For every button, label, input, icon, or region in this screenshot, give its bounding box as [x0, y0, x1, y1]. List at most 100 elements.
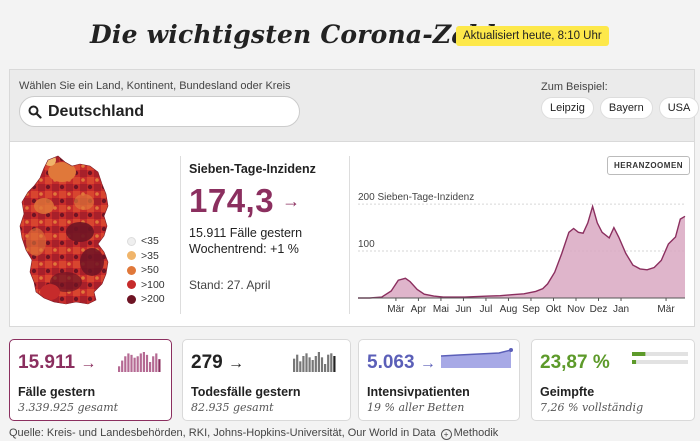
- chip-usa[interactable]: USA: [658, 97, 700, 119]
- method-link[interactable]: Methodik: [453, 427, 499, 439]
- legend-item: >100: [127, 278, 165, 293]
- x-tick-label: Jun: [455, 304, 471, 315]
- plus-icon[interactable]: +: [440, 429, 452, 440]
- series-area: [358, 206, 685, 298]
- legend-dot: [127, 236, 136, 246]
- sparkline-bar: [149, 362, 152, 372]
- x-tick-label: Jan: [613, 304, 629, 315]
- card-deaths[interactable]: 279 → Todesfälle gestern 82.935 gesamt: [182, 339, 351, 421]
- y-tick-label: 100: [358, 239, 375, 250]
- trend-arrow-icon: →: [282, 190, 301, 211]
- legend-item: >200: [127, 292, 165, 307]
- main-panel: <35 >35 >50 >100 >200 Sieben-Tage-Inzide…: [9, 141, 695, 327]
- progress-fill: [632, 352, 646, 356]
- updated-badge: Aktualisiert heute, 8:10 Uhr: [456, 26, 609, 46]
- sparkline-bar: [302, 356, 305, 372]
- card-value: 279 →: [191, 352, 244, 373]
- incidence-chart[interactable]: 100 200 Sieben-Tage-Inzidenz Mär Apr Mai Jun J…: [350, 180, 690, 320]
- card-sub: 82.935 gesamt: [191, 401, 274, 414]
- chip-leipzig[interactable]: Leipzig: [541, 97, 594, 119]
- arrow-right-icon: →: [80, 355, 97, 372]
- sparkline-bar: [317, 352, 320, 372]
- sparkline-bar: [327, 354, 330, 372]
- card-icu[interactable]: 5.063 → Intensivpatienten 19 % aller Bet…: [358, 339, 520, 421]
- search-label: Wählen Sie ein Land, Kontinent, Bundesla…: [19, 80, 291, 92]
- vaccination-progress-bars: [632, 352, 688, 364]
- card-cases[interactable]: 15.911 → Fälle gestern 3.339.925 gesamt: [9, 339, 172, 421]
- card-value: 5.063 →: [367, 352, 436, 373]
- sparkline-bar: [320, 357, 324, 372]
- sparkline-bar: [333, 356, 336, 372]
- card-value: 15.911 →: [18, 352, 97, 373]
- search-icon: [28, 105, 42, 119]
- progress-track: [632, 352, 688, 356]
- sparkline-bar: [293, 358, 296, 372]
- card-vaccinated[interactable]: 23,87 % Geimpfte 7,26 % vollständig: [531, 339, 695, 421]
- legend-dot: [127, 294, 136, 304]
- x-tick-label: Sep: [522, 304, 540, 315]
- search-box[interactable]: [19, 96, 300, 127]
- cases-sparkline: [118, 352, 161, 372]
- x-tick-label: Mai: [433, 304, 449, 315]
- card-sub: 3.339.925 gesamt: [18, 401, 119, 414]
- progress-fill: [632, 360, 637, 364]
- incidence-label: Sieben-Tage-Inzidenz: [189, 162, 316, 176]
- card-value: 23,87 %: [540, 352, 610, 373]
- cases-yesterday: 15.911 Fälle gestern: [189, 226, 303, 240]
- arrow-right-icon: →: [227, 355, 244, 372]
- card-sub: 19 % aller Betten: [367, 401, 465, 414]
- deaths-sparkline: [293, 352, 336, 372]
- germany-map[interactable]: <35 >35 >50 >100 >200: [10, 142, 180, 328]
- x-tick-label: Okt: [546, 304, 562, 315]
- sparkline-bar: [152, 356, 155, 372]
- sparkline-bar: [142, 352, 145, 372]
- legend-dot: [127, 251, 136, 261]
- sparkline-bar: [299, 361, 302, 372]
- sparkline-bar: [158, 359, 161, 372]
- sparkline-bar: [124, 356, 127, 372]
- search-input[interactable]: [48, 102, 288, 122]
- x-tick-label: Dez: [590, 304, 608, 315]
- source-footer: Quelle: Kreis- und Landesbehörden, RKI, …: [9, 427, 498, 440]
- card-label: Todesfälle gestern: [191, 385, 301, 399]
- legend-dot: [127, 265, 136, 275]
- x-tick-label: Mär: [387, 304, 405, 315]
- legend-dot: [127, 280, 136, 290]
- sparkline-bar: [139, 353, 142, 372]
- incidence-stats: Sieben-Tage-Inzidenz 174,3 → 15.911 Fäll…: [189, 162, 349, 292]
- x-tick-label: Nov: [567, 304, 585, 315]
- chip-bayern[interactable]: Bayern: [599, 97, 653, 119]
- arrow-right-icon: →: [419, 355, 436, 372]
- source-text: Quelle: Kreis- und Landesbehörden, RKI, …: [9, 427, 436, 439]
- sparkline-bar: [136, 356, 139, 372]
- map-legend: <35 >35 >50 >100 >200: [127, 234, 165, 307]
- sparkline-bar: [330, 353, 333, 372]
- sparkline-bar: [155, 353, 158, 372]
- legend-item: >50: [127, 263, 165, 278]
- sparkline-bar: [311, 360, 314, 372]
- sparkline-bar: [308, 357, 311, 372]
- sparkline-bar: [324, 364, 327, 372]
- germany-map-shape: [19, 155, 109, 305]
- sparkline-bar: [314, 356, 317, 372]
- incidence-value: 174,3: [189, 182, 275, 219]
- sparkline-bar: [296, 354, 299, 372]
- divider: [180, 156, 181, 314]
- sparkline-bar: [305, 353, 308, 372]
- stat-cards: 15.911 → Fälle gestern 3.339.925 gesamt …: [9, 339, 695, 421]
- incidence-chart-svg: 100 200 Sieben-Tage-Inzidenz Mär Apr Mai Jun J…: [358, 192, 686, 315]
- example-label: Zum Beispiel:: [541, 81, 608, 93]
- example-chips: Leipzig Bayern USA: [541, 97, 700, 119]
- legend-item: <35: [127, 234, 165, 249]
- weekly-trend: Wochentrend: +1 %: [189, 242, 299, 256]
- sparkline-bar: [118, 366, 121, 372]
- progress-track: [632, 360, 688, 364]
- card-label: Geimpfte: [540, 385, 595, 399]
- card-sub: 7,26 % vollständig: [540, 401, 644, 414]
- search-panel: Wählen Sie ein Land, Kontinent, Bundesla…: [9, 69, 700, 141]
- x-tick-label: Jul: [480, 304, 493, 315]
- sparkline-bar: [130, 354, 133, 372]
- zoom-button[interactable]: HERANZOOMEN: [607, 156, 691, 175]
- y-tick-label: 200 Sieben-Tage-Inzidenz: [358, 192, 474, 203]
- stand-date: Stand: 27. April: [189, 278, 271, 292]
